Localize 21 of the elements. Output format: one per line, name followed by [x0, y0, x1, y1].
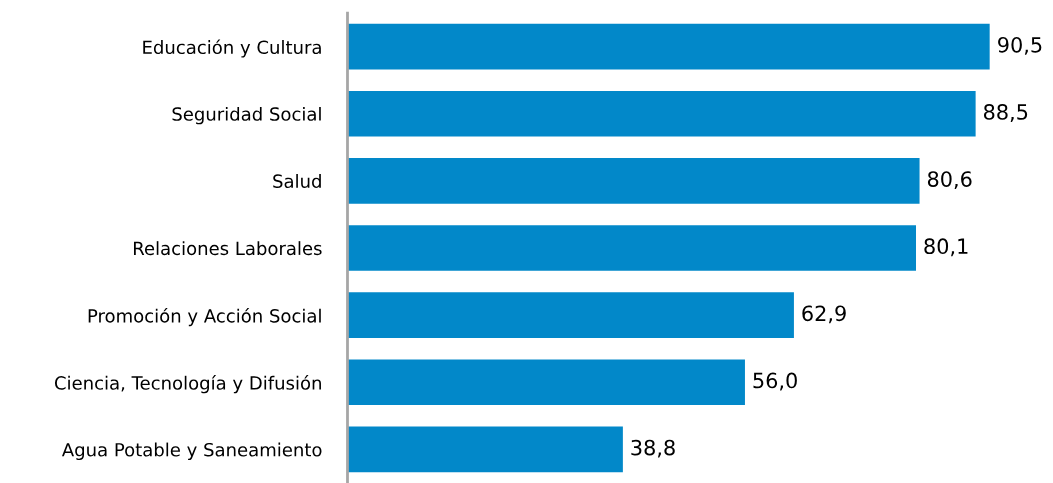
- bar: [347, 23, 990, 70]
- y-tick-label: Salud: [273, 174, 321, 188]
- data-label: 80,1: [924, 238, 968, 257]
- y-tick-label: Educación y Cultura: [143, 39, 321, 58]
- bar: [347, 225, 917, 271]
- data-label: 56,0: [753, 372, 797, 391]
- y-tick-label: Relaciones Laborales: [134, 241, 322, 256]
- y-tick-label: Promoción y Acción Social: [88, 307, 321, 327]
- data-label: 80,6: [927, 171, 972, 190]
- y-tick-label: Ciencia, Tecnología y Difusión: [54, 375, 321, 394]
- data-label: 62,9: [802, 305, 846, 324]
- y-tick-label: Seguridad Social: [172, 106, 321, 125]
- data-label: 38,8: [631, 439, 675, 458]
- bar: [347, 158, 920, 204]
- data-label: 88,5: [983, 104, 1028, 122]
- y-tick-label: Agua Potable y Saneamiento: [61, 442, 322, 461]
- data-label: 90,5: [998, 36, 1042, 55]
- bar: [347, 426, 623, 473]
- bar: [347, 292, 794, 338]
- bar: [347, 359, 745, 406]
- bar: [347, 90, 976, 137]
